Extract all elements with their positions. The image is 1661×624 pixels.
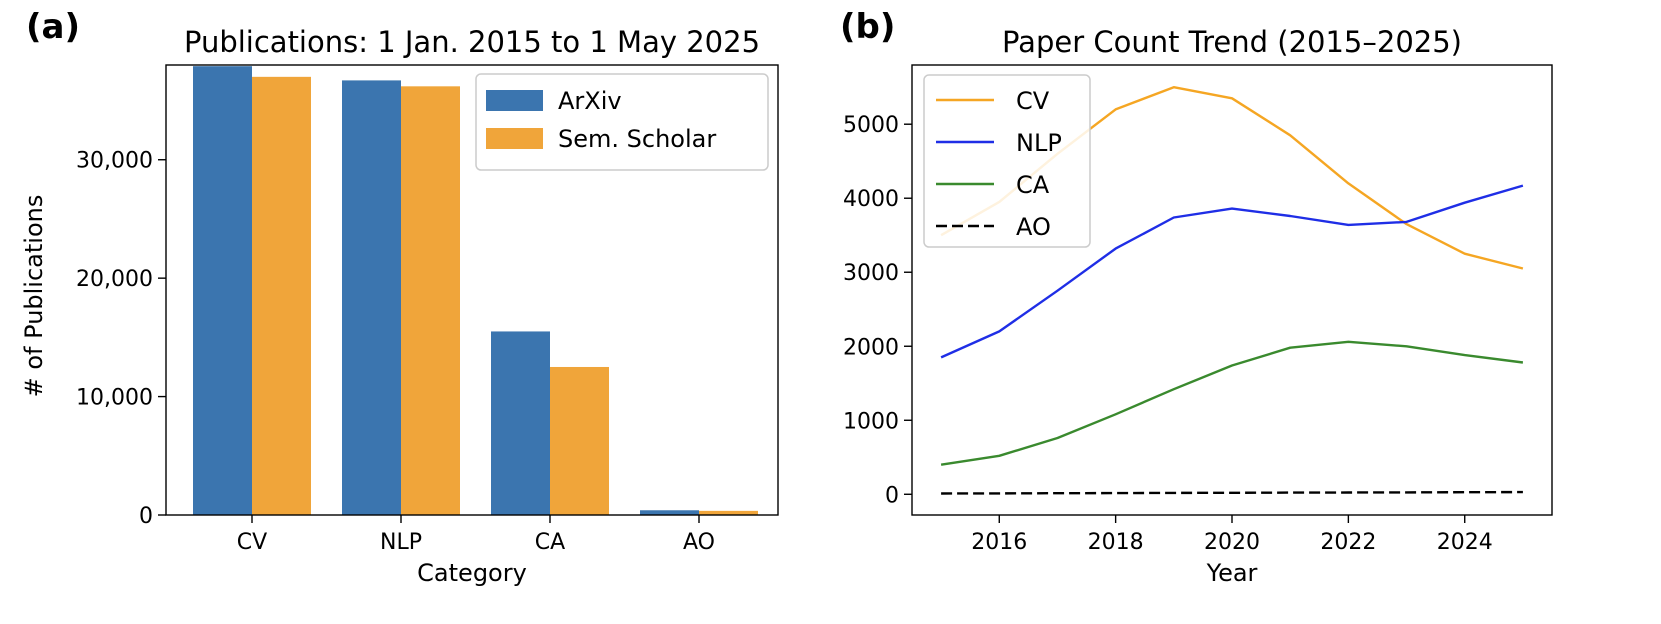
- line-x-tick-label: 2016: [971, 530, 1027, 555]
- bar-chart-legend: ArXiv Sem. Scholar: [475, 73, 769, 171]
- line-legend-label: NLP: [1016, 129, 1062, 157]
- bar-legend-swatch: [486, 128, 543, 149]
- bar-cv-sem-scholar: [252, 76, 311, 515]
- bar-y-tick-label: 30,000: [76, 149, 153, 174]
- bar-y-tick-label: 20,000: [76, 267, 153, 292]
- bar-nlp-arxiv: [342, 80, 401, 515]
- bar-ao-sem-scholar: [699, 510, 758, 515]
- line-y-tick-label: 5000: [843, 113, 899, 138]
- bar-legend-swatch: [486, 90, 543, 111]
- bar-cv-arxiv: [193, 66, 252, 516]
- bar-ao-arxiv: [640, 510, 699, 515]
- bar-x-tick-label: CA: [535, 530, 565, 555]
- line-y-tick-label: 3000: [843, 261, 899, 286]
- bar-chart-xlabel: Category: [417, 559, 527, 587]
- line-y-tick-label: 1000: [843, 409, 899, 434]
- bar-x-tick-label: AO: [683, 530, 715, 555]
- bar-x-tick-label: NLP: [380, 530, 422, 555]
- bar-x-tick-label: CV: [237, 530, 267, 555]
- panel-b-label: (b): [840, 7, 895, 47]
- line-chart-legend: CV NLP CA AO: [923, 74, 1091, 248]
- line-x-tick-label: 2022: [1320, 530, 1376, 555]
- line-y-tick-label: 2000: [843, 335, 899, 360]
- line-chart-plot-frame: [911, 64, 1553, 516]
- bar-chart-ylabel: # of Publications: [20, 195, 48, 398]
- line-x-tick-label: 2024: [1437, 530, 1493, 555]
- bar-legend-frame: [475, 73, 769, 171]
- line-legend-label: CA: [1016, 171, 1050, 199]
- bar-nlp-sem-scholar: [401, 86, 460, 515]
- line-x-tick-label: 2020: [1204, 530, 1260, 555]
- line-chart-xlabel: Year: [1206, 559, 1258, 587]
- bar-chart-title: Publications: 1 Jan. 2015 to 1 May 2025: [184, 25, 760, 59]
- bar-ca-sem-scholar: [550, 366, 609, 515]
- panel-a-label: (a): [26, 7, 80, 47]
- bar-chart-panel: (a) Publications: 1 Jan. 2015 to 1 May 2…: [20, 7, 779, 587]
- line-legend-label: AO: [1016, 213, 1051, 241]
- line-chart-title: Paper Count Trend (2015–2025): [1002, 25, 1462, 59]
- line-series-ao: [941, 490, 1523, 495]
- line-chart-panel: (b) Paper Count Trend (2015–2025) Year 0…: [840, 7, 1553, 587]
- line-series-ca: [940, 340, 1524, 466]
- line-legend-frame: [923, 74, 1091, 248]
- line-y-tick-label: 4000: [843, 187, 899, 212]
- line-y-tick-label: 0: [885, 483, 899, 508]
- line-legend-label: CV: [1016, 87, 1050, 115]
- bar-chart-plot-frame: [165, 64, 779, 516]
- bar-ca-arxiv: [491, 331, 550, 515]
- line-series-nlp: [940, 184, 1524, 359]
- bar-legend-label: Sem. Scholar: [558, 125, 716, 153]
- bar-y-tick-label: 10,000: [76, 386, 153, 411]
- line-x-tick-label: 2018: [1088, 530, 1144, 555]
- bar-y-tick-label: 0: [139, 504, 153, 529]
- bar-legend-label: ArXiv: [558, 87, 622, 115]
